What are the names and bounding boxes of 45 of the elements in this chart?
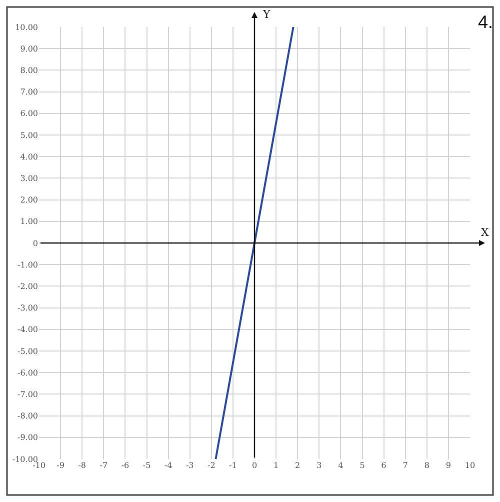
x-tick-label: -2 bbox=[208, 461, 216, 470]
x-tick-label: 0 bbox=[252, 461, 258, 470]
y-tick-label: 9.00 bbox=[20, 44, 38, 54]
x-tick-label: -7 bbox=[100, 461, 108, 470]
x-tick-label: 6 bbox=[381, 461, 386, 470]
y-tick-label: 6.00 bbox=[20, 109, 38, 118]
x-tick-label: -8 bbox=[78, 461, 86, 470]
y-tick-label: -5.00 bbox=[17, 346, 38, 356]
x-tick-label: 4 bbox=[338, 461, 344, 470]
x-tick-label: 2 bbox=[295, 461, 300, 470]
x-tick-label: 5 bbox=[360, 461, 365, 470]
x-tick-label: -1 bbox=[229, 461, 237, 470]
x-tick-label: -9 bbox=[56, 461, 64, 470]
y-tick-label: 5.00 bbox=[20, 130, 38, 140]
x-tick-label: 9 bbox=[446, 461, 451, 470]
y-axis-title: Y bbox=[262, 8, 271, 21]
y-tick-label: -1.00 bbox=[17, 260, 38, 270]
x-tick-label: -4 bbox=[164, 461, 172, 470]
y-tick-label: -4.00 bbox=[17, 325, 38, 334]
y-tick-label: 8.00 bbox=[20, 66, 38, 75]
x-tick-label: 10 bbox=[464, 461, 476, 470]
y-tick-label: 10.00 bbox=[15, 22, 38, 32]
y-tick-label: 3.00 bbox=[20, 174, 38, 183]
x-tick-label: -3 bbox=[186, 461, 194, 470]
y-tick-label: -3.00 bbox=[17, 304, 38, 313]
x-tick-label: -10 bbox=[32, 461, 46, 470]
y-tick-label: 0 bbox=[32, 238, 38, 248]
x-axis-title: X bbox=[481, 226, 489, 239]
y-tick-label: -8.00 bbox=[17, 412, 38, 421]
x-tick-label: 3 bbox=[316, 461, 322, 470]
y-tick-label: 7.00 bbox=[20, 88, 38, 97]
x-tick-label: 1 bbox=[274, 461, 279, 470]
y-tick-label: 1.00 bbox=[20, 217, 38, 226]
y-tick-label: 2.00 bbox=[20, 196, 38, 205]
x-tick-label: -5 bbox=[142, 461, 151, 470]
y-tick-label: -9.00 bbox=[17, 433, 38, 442]
y-tick-label: -7.00 bbox=[17, 390, 38, 399]
x-tick-label: 8 bbox=[424, 461, 430, 470]
y-tick-label: -2.00 bbox=[17, 282, 38, 291]
y-tick-label: 4.00 bbox=[20, 152, 38, 162]
text: 4. bbox=[478, 12, 494, 32]
x-tick-label: -6 bbox=[121, 461, 130, 470]
y-tick-label: -6.00 bbox=[17, 368, 38, 378]
y-tick-label: -10.00 bbox=[12, 454, 38, 464]
x-tick-label: 7 bbox=[402, 461, 408, 470]
